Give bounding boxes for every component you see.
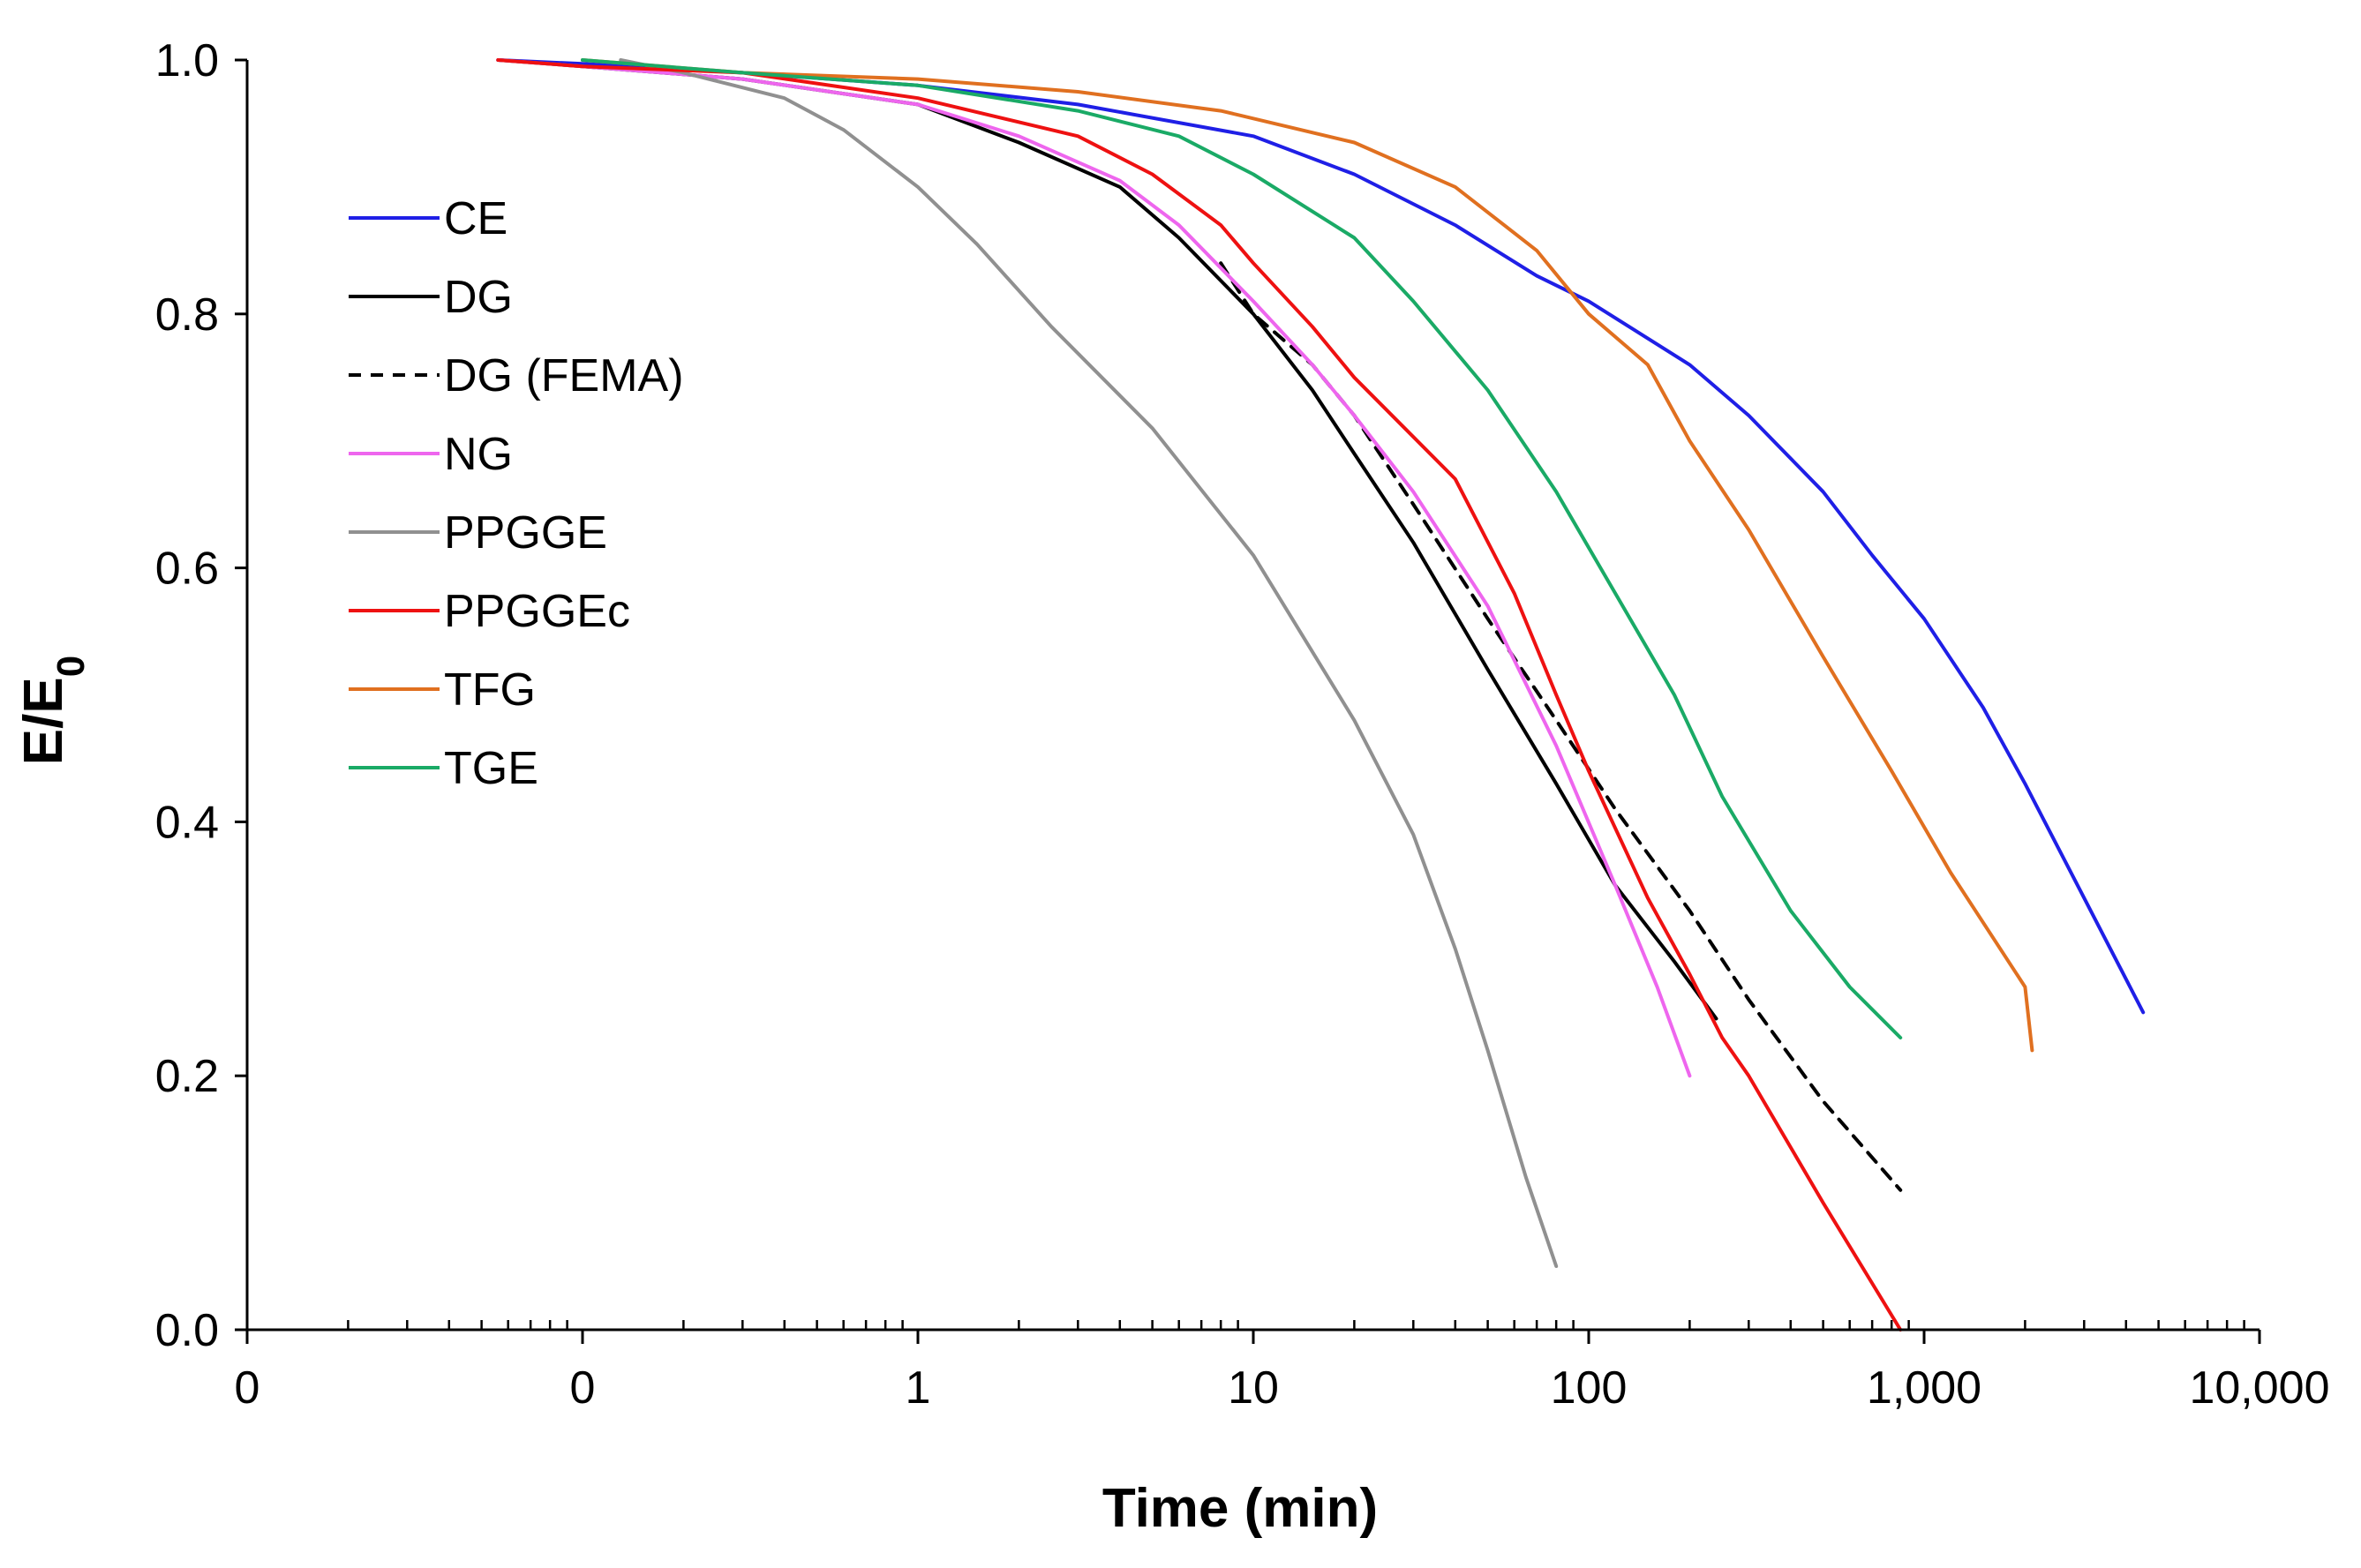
series-line-tfg (581, 58, 2034, 1053)
y-axis-title-subscript: 0 (49, 656, 93, 677)
series-line-dg-fema (1219, 261, 1903, 1192)
legend-label: DG (FEMA) (444, 350, 684, 401)
y-tick-label: 0.2 (155, 1051, 219, 1102)
y-axis-title: E/E0 (13, 656, 93, 765)
x-tick-label: 0 (235, 1362, 260, 1414)
y-tick-label: 0.8 (155, 289, 219, 341)
y-axis-ticks: 0.0 0.2 0.4 0.6 0.8 1.0 (155, 35, 247, 1356)
x-axis-title: Time (min) (1102, 1478, 1378, 1539)
x-tick-label: 10,000 (2189, 1362, 2329, 1414)
x-tick-label: 0 (570, 1362, 596, 1414)
x-axis-ticks: 0 0 1 10 100 1,000 10,000 (235, 1320, 2330, 1414)
x-tick-label: 1 (906, 1362, 931, 1414)
y-tick-label: 1.0 (155, 35, 219, 86)
y-tick-label: 0.6 (155, 544, 219, 595)
series-line-ce (496, 58, 2146, 1015)
x-tick-label: 10 (1228, 1362, 1279, 1414)
legend-label: TGE (444, 743, 538, 794)
y-tick-label: 0.0 (155, 1305, 219, 1356)
series-line-tge (581, 58, 1903, 1039)
legend-label: DG (444, 272, 513, 323)
legend-label: PPGGEc (444, 586, 630, 637)
legend-label: CE (444, 193, 508, 244)
series-line-ppgge (619, 58, 1559, 1268)
y-tick-label: 0.4 (155, 797, 219, 848)
series-line-ppggec (496, 58, 1903, 1332)
x-tick-label: 1,000 (1867, 1362, 1981, 1414)
legend-label: TFG (444, 664, 536, 716)
series-line-ng (496, 58, 1692, 1078)
x-tick-label: 100 (1551, 1362, 1628, 1414)
legend: CE DG DG (FEMA) NG PPGGE PPGGEc TFG TGE (349, 193, 684, 794)
legend-label: PPGGE (444, 507, 607, 559)
y-axis-title-main: E/E (13, 677, 74, 765)
legend-label: NG (444, 429, 513, 480)
series-line-dg (496, 58, 1718, 1021)
series-layer (496, 58, 2146, 1332)
